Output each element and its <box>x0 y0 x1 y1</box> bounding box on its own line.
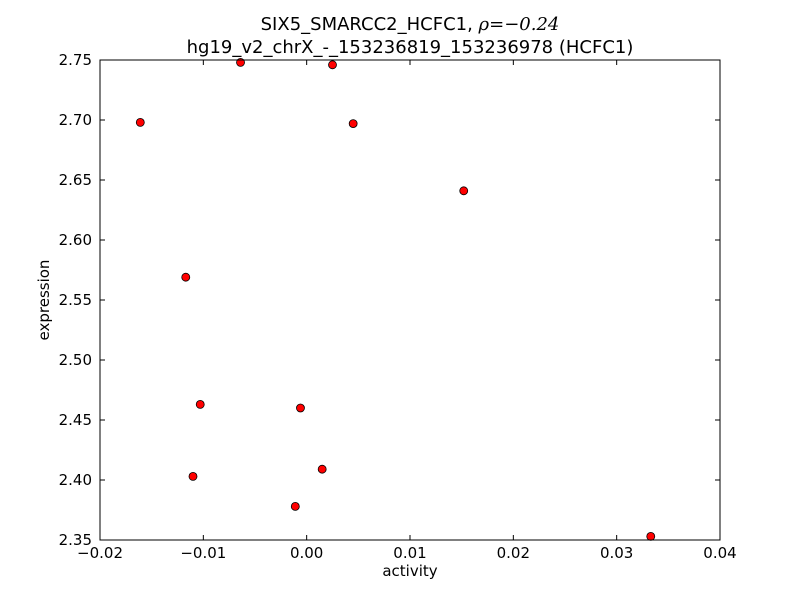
data-point <box>135 118 145 127</box>
data-point <box>290 501 300 511</box>
data-point <box>181 272 191 282</box>
data-point <box>317 464 327 474</box>
x-tick-label: 0.02 <box>497 544 530 562</box>
x-tick-label: −0.02 <box>77 544 123 562</box>
y-tick-label: 2.75 <box>59 51 92 69</box>
y-tick-label: 2.45 <box>59 411 92 429</box>
data-point <box>195 399 205 409</box>
data-point <box>646 532 656 541</box>
chart-title: SIX5_SMARCC2_HCFC1, ρ=−0.24 hg19_v2_chrX… <box>187 14 634 58</box>
data-point <box>348 119 358 128</box>
plot-background <box>100 60 720 540</box>
data-point <box>328 60 337 70</box>
y-tick-label: 2.65 <box>59 171 92 189</box>
x-axis-label: activity <box>382 562 437 580</box>
y-tick-label: 2.40 <box>59 471 92 489</box>
data-point <box>188 471 198 481</box>
title-line-1: SIX5_SMARCC2_HCFC1, ρ=−0.24 <box>261 14 560 35</box>
x-tick-label: −0.01 <box>180 544 226 562</box>
data-point <box>296 403 305 413</box>
x-tick-label: 0.01 <box>393 544 426 562</box>
title-line-2: hg19_v2_chrX_-_153236819_153236978 (HCFC… <box>187 37 634 58</box>
y-tick-label: 2.50 <box>59 351 92 369</box>
data-points <box>135 58 656 541</box>
y-tick-label: 2.55 <box>59 291 92 309</box>
y-axis-ticks: 2.35 2.40 2.45 2.50 2.55 2.60 2.65 2.70 2.75 <box>59 51 720 549</box>
y-tick-label: 2.60 <box>59 231 92 249</box>
x-tick-label: 0.04 <box>703 544 736 562</box>
data-point <box>459 186 469 196</box>
y-tick-label: 2.70 <box>59 111 92 129</box>
x-tick-label: 0.00 <box>290 544 323 562</box>
x-tick-label: 0.03 <box>600 544 633 562</box>
y-axis-label: expression <box>35 260 53 341</box>
y-tick-label: 2.35 <box>59 531 92 549</box>
x-axis-ticks: −0.02 −0.01 0.00 0.01 0.02 0.03 0.04 <box>77 60 737 562</box>
